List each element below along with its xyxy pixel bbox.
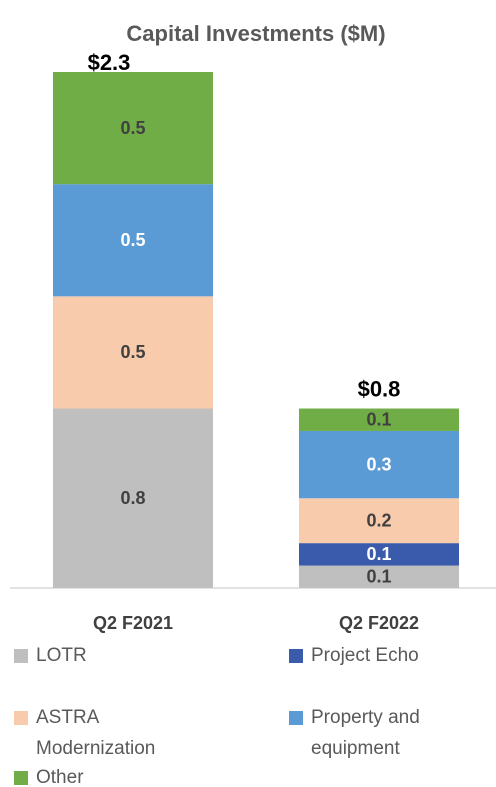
bar-segment bbox=[299, 430, 459, 499]
legend-swatch bbox=[14, 771, 28, 785]
total-label: $0.8 bbox=[358, 376, 401, 401]
value-label: 0.1 bbox=[366, 544, 391, 564]
value-label: 0.3 bbox=[366, 454, 391, 474]
chart-title: Capital Investments ($M) bbox=[126, 21, 385, 46]
bar-segment bbox=[299, 498, 459, 544]
legend-swatch bbox=[289, 649, 303, 663]
x-tick-label: Q2 F2021 bbox=[93, 613, 173, 633]
legend-label: ASTRA Modernization bbox=[36, 707, 156, 759]
legend-swatch bbox=[14, 711, 28, 725]
value-label: 0.1 bbox=[366, 409, 391, 429]
legend-swatch bbox=[14, 649, 28, 663]
legend-swatch bbox=[289, 711, 303, 725]
legend-label: LOTR bbox=[36, 645, 87, 666]
total-label: $2.3 bbox=[88, 50, 131, 75]
x-tick-label: Q2 F2022 bbox=[339, 613, 419, 633]
legend-label: Other bbox=[36, 767, 84, 787]
value-label: 0.5 bbox=[120, 230, 145, 250]
legend-label: Project Echo bbox=[311, 645, 419, 666]
bar-segment bbox=[53, 72, 213, 185]
value-label: 0.1 bbox=[366, 567, 391, 587]
legend-item: Other bbox=[14, 762, 214, 787]
legend-item: Property and equipment bbox=[289, 702, 449, 764]
bar-segment bbox=[53, 408, 213, 588]
bar-segment bbox=[299, 408, 459, 431]
bar-segment bbox=[53, 296, 213, 409]
value-label: 0.5 bbox=[120, 342, 145, 362]
value-label: 0.2 bbox=[366, 510, 391, 530]
chart: Capital Investments ($M) 0.8 0.5 0.5 0.5 $2.… bbox=[10, 21, 496, 633]
legend-item: ASTRA Modernization bbox=[14, 702, 214, 764]
legend-item: Project Echo bbox=[289, 640, 459, 671]
bar-segment bbox=[299, 565, 459, 588]
bar-segment bbox=[53, 184, 213, 297]
legend-label: Property and equipment bbox=[311, 707, 420, 759]
legend-item: LOTR bbox=[14, 640, 184, 671]
bar-segment bbox=[299, 543, 459, 566]
value-label: 0.5 bbox=[120, 118, 145, 138]
value-label: 0.8 bbox=[120, 488, 145, 508]
